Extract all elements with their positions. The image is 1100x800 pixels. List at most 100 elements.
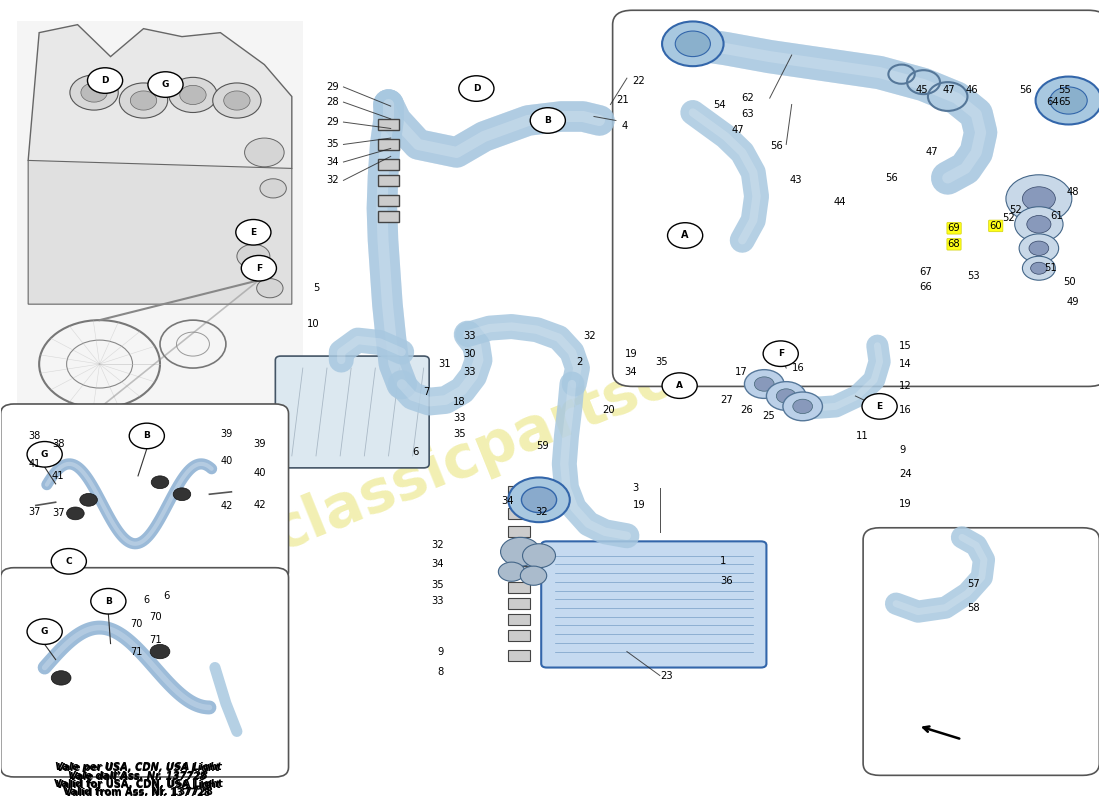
Bar bbox=[377, 210, 399, 222]
Circle shape bbox=[88, 68, 122, 94]
Text: 1: 1 bbox=[720, 556, 727, 566]
Text: 59: 59 bbox=[536, 441, 549, 450]
Bar bbox=[508, 598, 530, 610]
Circle shape bbox=[52, 549, 87, 574]
Text: 52: 52 bbox=[1002, 213, 1015, 223]
Text: 42: 42 bbox=[253, 501, 266, 510]
Circle shape bbox=[498, 562, 525, 582]
Text: 34: 34 bbox=[502, 497, 514, 506]
Text: 6: 6 bbox=[411, 447, 418, 457]
Text: 61: 61 bbox=[1049, 211, 1063, 222]
Text: 35: 35 bbox=[453, 429, 465, 438]
Circle shape bbox=[767, 382, 806, 410]
Circle shape bbox=[522, 544, 556, 568]
FancyBboxPatch shape bbox=[1, 404, 288, 582]
Text: 20: 20 bbox=[603, 405, 615, 414]
Text: 58: 58 bbox=[968, 602, 980, 613]
Circle shape bbox=[150, 644, 169, 658]
Circle shape bbox=[675, 31, 711, 57]
Circle shape bbox=[1022, 186, 1055, 210]
FancyBboxPatch shape bbox=[275, 356, 429, 468]
Text: 11: 11 bbox=[856, 431, 868, 441]
Text: 32: 32 bbox=[583, 331, 595, 341]
Text: 9: 9 bbox=[437, 646, 443, 657]
Circle shape bbox=[1035, 77, 1100, 125]
Text: 10: 10 bbox=[307, 319, 319, 329]
Text: 67: 67 bbox=[920, 267, 932, 278]
Circle shape bbox=[80, 494, 98, 506]
Polygon shape bbox=[29, 25, 292, 200]
Text: 28: 28 bbox=[327, 97, 339, 107]
Bar bbox=[508, 546, 530, 558]
Text: 32: 32 bbox=[431, 540, 443, 550]
Text: 35: 35 bbox=[431, 580, 443, 590]
Circle shape bbox=[67, 507, 85, 520]
Circle shape bbox=[745, 370, 784, 398]
Circle shape bbox=[260, 178, 286, 198]
Text: G: G bbox=[41, 450, 48, 459]
Text: 33: 33 bbox=[463, 331, 475, 341]
Text: 45: 45 bbox=[916, 85, 928, 95]
Circle shape bbox=[173, 488, 190, 501]
Text: 7: 7 bbox=[422, 387, 429, 397]
Text: 14: 14 bbox=[900, 359, 912, 369]
Text: 53: 53 bbox=[968, 271, 980, 282]
Text: 5: 5 bbox=[312, 283, 319, 293]
Text: Vale dall’Ass. Nr. 137728: Vale dall’Ass. Nr. 137728 bbox=[70, 772, 206, 782]
Circle shape bbox=[459, 76, 494, 102]
Bar bbox=[508, 650, 530, 661]
Text: 6: 6 bbox=[163, 590, 169, 601]
Text: 47: 47 bbox=[926, 147, 938, 158]
Text: 17: 17 bbox=[735, 367, 747, 377]
Text: 65: 65 bbox=[1058, 97, 1071, 107]
Text: 62: 62 bbox=[741, 93, 754, 103]
Bar bbox=[508, 566, 530, 578]
Text: C: C bbox=[66, 557, 73, 566]
Text: 69: 69 bbox=[948, 223, 960, 234]
Circle shape bbox=[119, 83, 167, 118]
Text: 37: 37 bbox=[29, 507, 41, 517]
Text: 35: 35 bbox=[327, 139, 339, 150]
Bar bbox=[377, 139, 399, 150]
Text: classicpartsonline: classicpartsonline bbox=[264, 286, 836, 562]
Circle shape bbox=[147, 72, 183, 98]
Text: 40: 40 bbox=[220, 457, 233, 466]
Bar bbox=[508, 486, 530, 498]
Text: A: A bbox=[676, 381, 683, 390]
FancyBboxPatch shape bbox=[1, 568, 288, 777]
FancyBboxPatch shape bbox=[541, 542, 767, 667]
Text: 44: 44 bbox=[834, 197, 846, 207]
Text: 56: 56 bbox=[1019, 85, 1032, 95]
Text: 63: 63 bbox=[741, 109, 754, 119]
Circle shape bbox=[1028, 241, 1048, 255]
Circle shape bbox=[1026, 215, 1050, 233]
Circle shape bbox=[1049, 87, 1087, 114]
Text: 51: 51 bbox=[1044, 263, 1057, 274]
Text: 16: 16 bbox=[792, 363, 804, 373]
Circle shape bbox=[212, 83, 261, 118]
Text: 48: 48 bbox=[1066, 187, 1079, 198]
Circle shape bbox=[530, 108, 565, 134]
Circle shape bbox=[256, 278, 283, 298]
Circle shape bbox=[500, 538, 540, 566]
Circle shape bbox=[763, 341, 799, 366]
FancyBboxPatch shape bbox=[613, 10, 1100, 386]
Bar bbox=[508, 614, 530, 626]
Text: 47: 47 bbox=[943, 85, 955, 95]
Circle shape bbox=[28, 442, 63, 467]
Text: B: B bbox=[143, 431, 151, 441]
Circle shape bbox=[179, 86, 206, 105]
Text: 36: 36 bbox=[720, 576, 733, 586]
Text: 42: 42 bbox=[220, 502, 233, 511]
Text: 25: 25 bbox=[762, 411, 774, 421]
Text: 12: 12 bbox=[900, 381, 912, 390]
Circle shape bbox=[151, 476, 168, 489]
Text: F: F bbox=[778, 349, 784, 358]
Text: 3: 3 bbox=[632, 483, 639, 493]
Bar bbox=[508, 582, 530, 594]
Text: 32: 32 bbox=[536, 507, 548, 517]
Text: 60: 60 bbox=[989, 221, 1002, 231]
Circle shape bbox=[1005, 174, 1071, 222]
Circle shape bbox=[236, 244, 270, 268]
Text: 71: 71 bbox=[130, 646, 143, 657]
